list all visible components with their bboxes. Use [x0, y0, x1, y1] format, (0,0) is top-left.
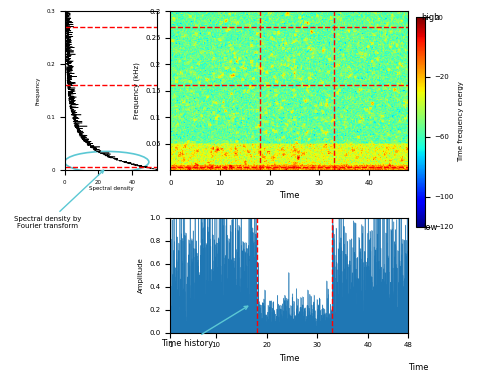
Y-axis label: Time frequency energy: Time frequency energy	[458, 82, 464, 162]
X-axis label: Time: Time	[279, 354, 300, 363]
Y-axis label: Amplitude: Amplitude	[138, 257, 144, 293]
Y-axis label: Frequency: Frequency	[36, 76, 41, 105]
Text: Spectral density by
Fourier transform: Spectral density by Fourier transform	[14, 170, 104, 229]
Text: Time: Time	[408, 363, 429, 372]
Text: high: high	[421, 13, 440, 22]
X-axis label: Spectral density: Spectral density	[89, 186, 133, 191]
X-axis label: Time: Time	[279, 191, 300, 200]
Text: low: low	[424, 223, 438, 232]
Text: Time history: Time history	[161, 306, 248, 348]
Y-axis label: Frequency (kHz): Frequency (kHz)	[133, 62, 139, 119]
